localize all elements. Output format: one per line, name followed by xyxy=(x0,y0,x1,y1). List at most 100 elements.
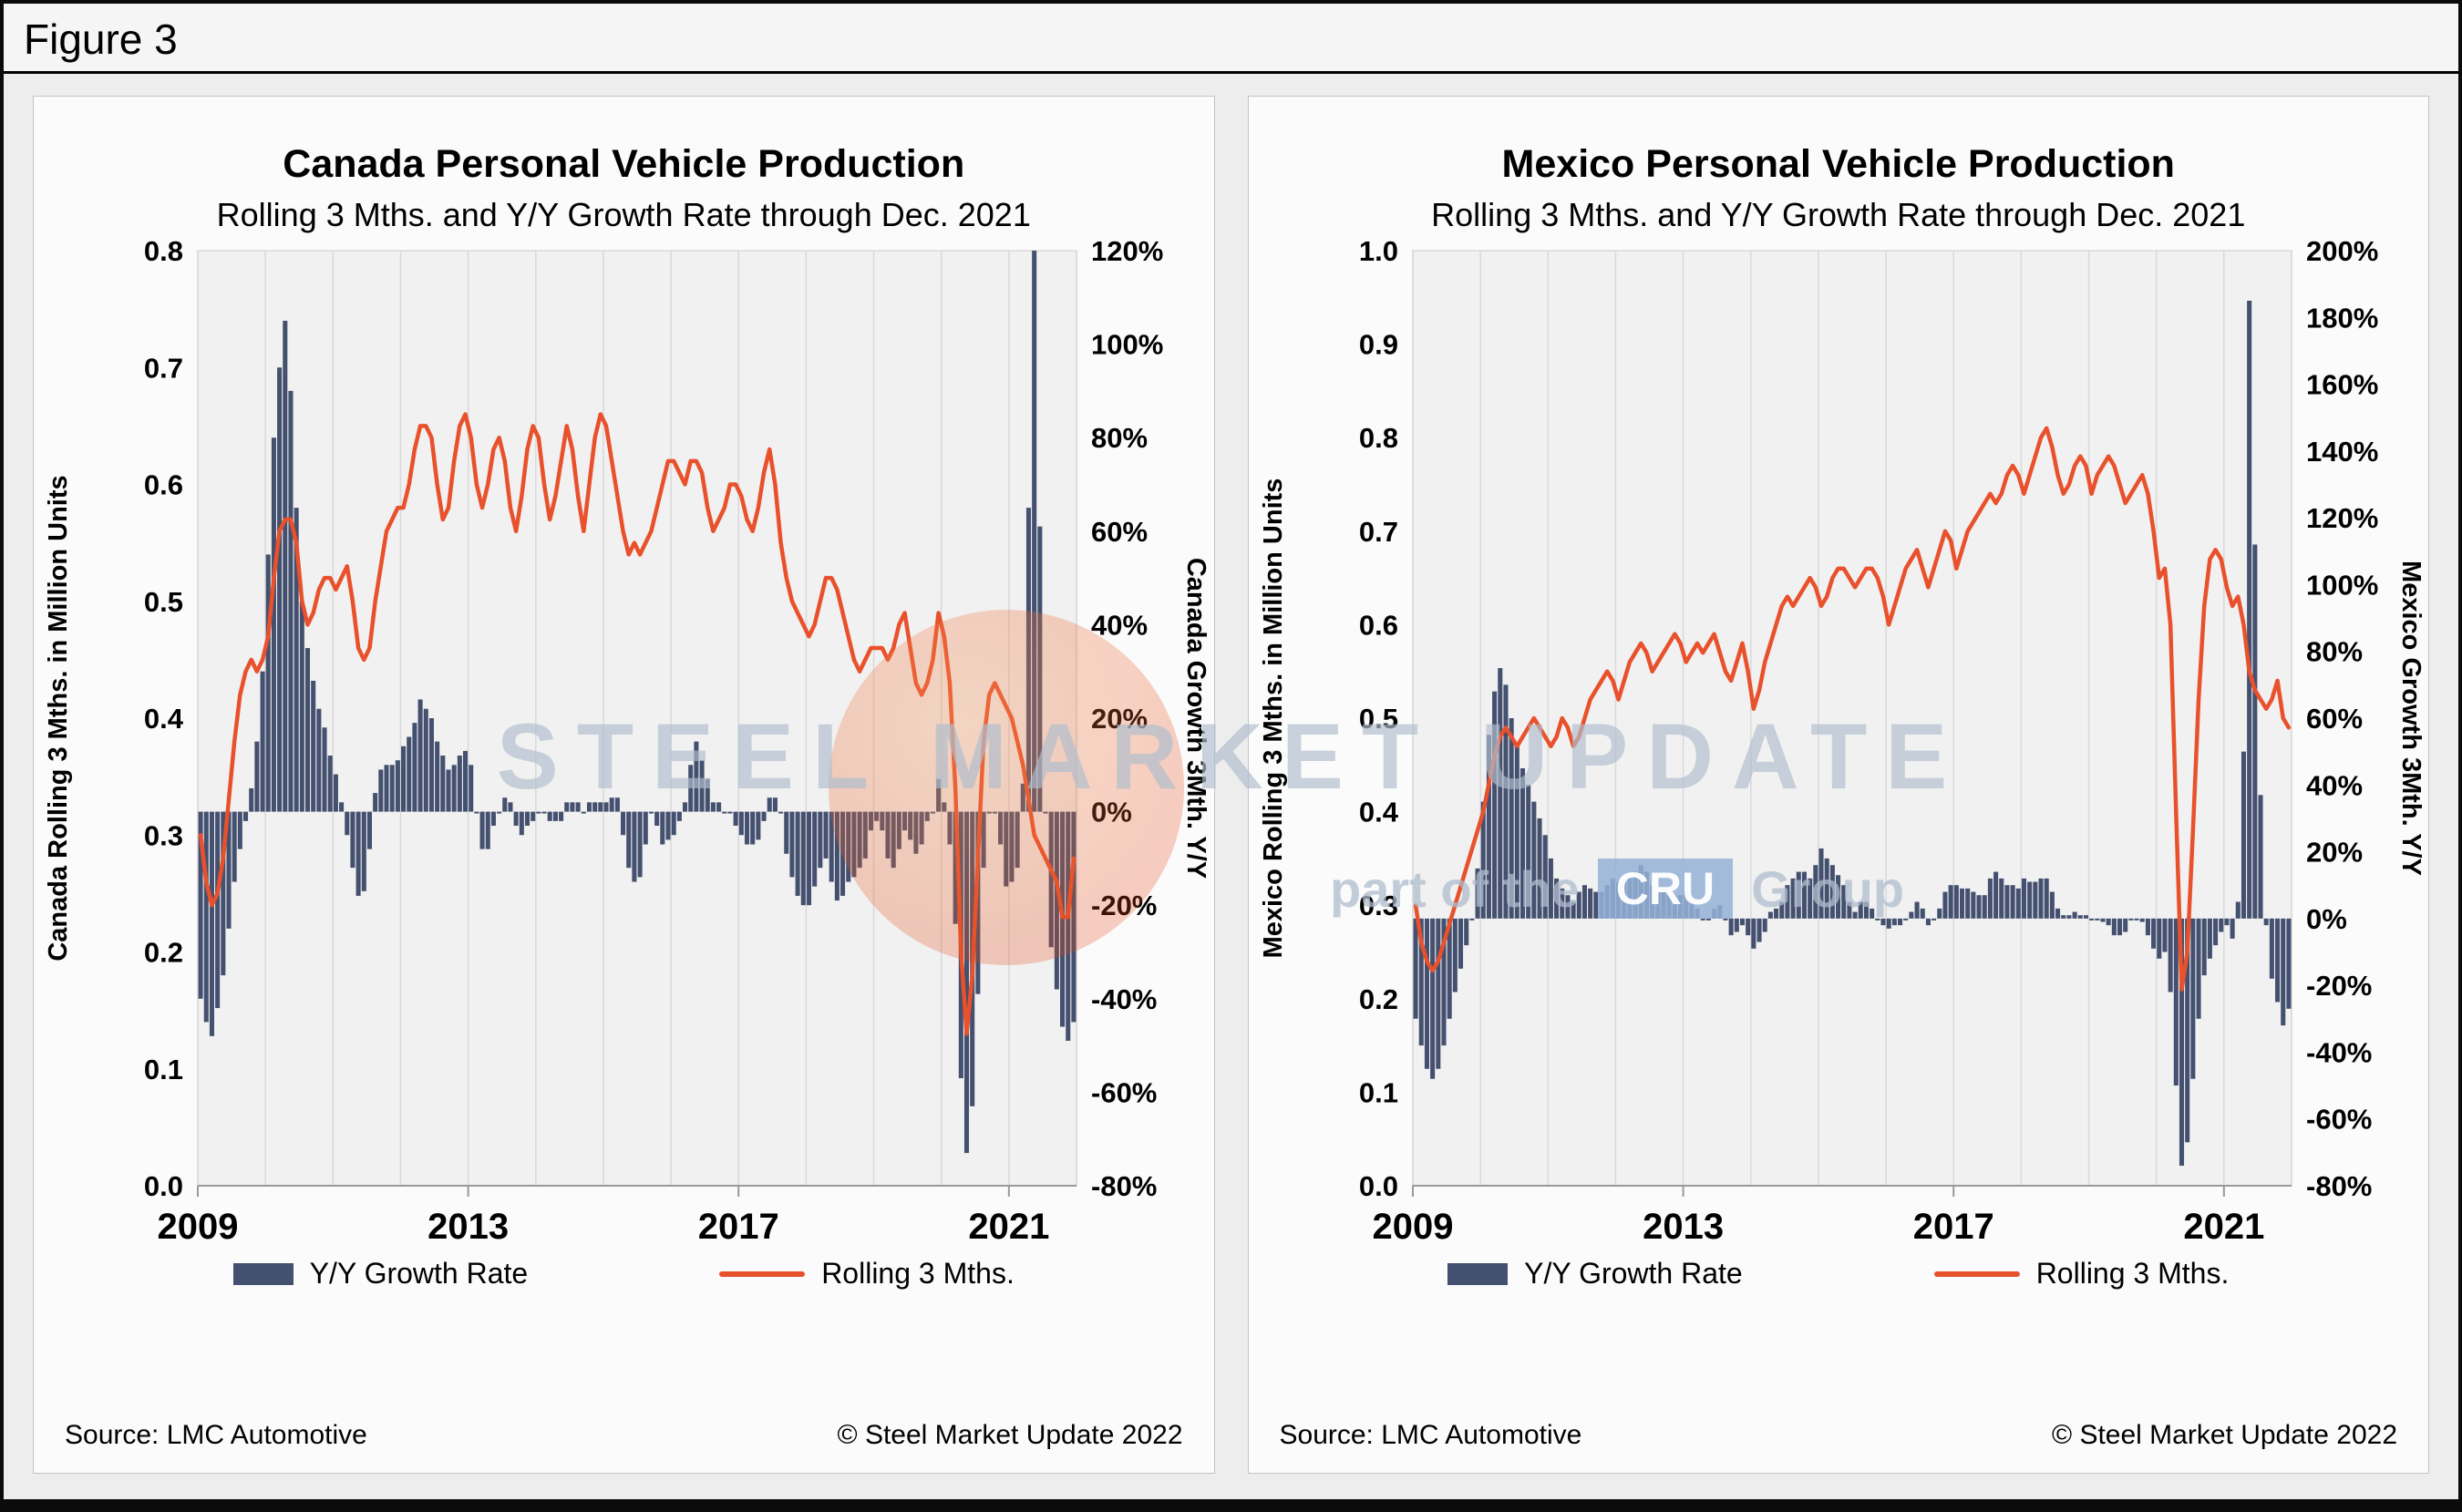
svg-text:2021: 2021 xyxy=(2183,1207,2264,1247)
svg-text:0.3: 0.3 xyxy=(1359,890,1398,921)
panel-footer: Source: LMC Automotive © Steel Market Up… xyxy=(34,1420,1214,1473)
legend-item-yy-growth: Y/Y Growth Rate xyxy=(232,1257,529,1291)
svg-text:0.8: 0.8 xyxy=(1359,422,1398,454)
svg-text:20%: 20% xyxy=(2306,837,2363,869)
figure-title: Figure 3 xyxy=(4,4,2458,74)
canada-chart-svg: 2009 2013 2017 2021 0.0 0.1 0.2 0.3 0.4 0.5 0.6 0.7… xyxy=(44,236,1210,1247)
svg-text:-20%: -20% xyxy=(2306,970,2372,1002)
svg-text:20%: 20% xyxy=(1091,703,1148,735)
svg-text:0.4: 0.4 xyxy=(144,703,184,735)
charts-row: Canada Personal Vehicle Production Rolli… xyxy=(4,74,2458,1499)
copyright-note: © Steel Market Update 2022 xyxy=(2052,1420,2397,1450)
bar-swatch-icon xyxy=(1447,1262,1509,1285)
svg-text:0.7: 0.7 xyxy=(144,352,183,384)
svg-text:0.4: 0.4 xyxy=(1359,797,1399,828)
yy-growth-bars xyxy=(1413,300,2292,1167)
gridlines xyxy=(197,251,1077,1186)
svg-text:0.2: 0.2 xyxy=(144,937,183,969)
legend-label: Rolling 3 Mths. xyxy=(2035,1257,2230,1290)
svg-text:2021: 2021 xyxy=(969,1207,1050,1247)
svg-text:2013: 2013 xyxy=(428,1207,509,1247)
svg-text:40%: 40% xyxy=(1091,609,1148,641)
svg-text:0.5: 0.5 xyxy=(144,586,183,618)
svg-text:0%: 0% xyxy=(2306,903,2347,935)
svg-text:0.9: 0.9 xyxy=(1359,329,1398,361)
chart-panel-mexico: Mexico Personal Vehicle Production Rolli… xyxy=(1247,96,2429,1474)
left-axis-labels: 0.0 0.1 0.2 0.3 0.4 0.5 0.6 0.7 0.8 0.9 1.0 xyxy=(1359,236,1399,1202)
chart-title: Canada Personal Vehicle Production xyxy=(283,142,965,186)
left-axis-title: Mexico Rolling 3 Mths. in Million Units xyxy=(1259,478,1288,959)
svg-text:120%: 120% xyxy=(1091,236,1163,267)
legend-item-rolling: Rolling 3 Mths. xyxy=(719,1257,1015,1291)
legend-label: Rolling 3 Mths. xyxy=(821,1257,1015,1290)
svg-text:2017: 2017 xyxy=(1912,1207,1993,1247)
svg-text:0.0: 0.0 xyxy=(144,1170,183,1202)
legend-item-yy-growth: Y/Y Growth Rate xyxy=(1447,1257,1743,1291)
chart-subtitle: Rolling 3 Mths. and Y/Y Growth Rate thro… xyxy=(216,196,1031,233)
gridlines xyxy=(1412,251,2292,1186)
x-axis-labels: 2009 2013 2017 2021 xyxy=(158,1186,1050,1247)
svg-text:120%: 120% xyxy=(2306,502,2378,534)
source-note: Source: LMC Automotive xyxy=(65,1420,367,1450)
svg-text:-80%: -80% xyxy=(2306,1170,2372,1202)
left-axis-title: Canada Rolling 3 Mths. in Million Units xyxy=(44,475,73,961)
svg-text:2009: 2009 xyxy=(158,1207,239,1247)
svg-text:80%: 80% xyxy=(2306,636,2363,668)
mexico-chart-svg: 2009 2013 2017 2021 0.0 0.1 0.2 0.3 0.4 0.5 0.6 0.7… xyxy=(1259,236,2426,1247)
svg-text:60%: 60% xyxy=(2306,703,2363,735)
plot-area xyxy=(197,250,1077,1187)
right-axis-labels: -80% -60% -40% -20% 0% 20% 40% 60% 80% 100% 120% xyxy=(1091,236,1163,1202)
legend: Y/Y Growth Rate Rolling 3 Mths. xyxy=(232,1257,1015,1291)
chart-title: Mexico Personal Vehicle Production xyxy=(1501,142,2175,186)
line-swatch-icon xyxy=(719,1270,806,1277)
rolling-3mths-line xyxy=(1413,426,2291,992)
svg-text:0.1: 0.1 xyxy=(1359,1076,1398,1108)
svg-text:2013: 2013 xyxy=(1643,1207,1724,1247)
svg-text:100%: 100% xyxy=(2306,569,2378,601)
chart-panel-canada: Canada Personal Vehicle Production Rolli… xyxy=(33,96,1215,1474)
rolling-3mths-line xyxy=(199,412,1076,1036)
svg-text:160%: 160% xyxy=(2306,369,2378,401)
svg-text:140%: 140% xyxy=(2306,436,2378,468)
svg-text:-40%: -40% xyxy=(1091,983,1157,1015)
legend-label: Y/Y Growth Rate xyxy=(1524,1257,1743,1290)
line-swatch-icon xyxy=(1933,1270,2020,1277)
svg-text:0.5: 0.5 xyxy=(1359,703,1398,735)
svg-text:0.2: 0.2 xyxy=(1359,983,1398,1015)
svg-text:0.0: 0.0 xyxy=(1359,1170,1398,1202)
svg-text:0.8: 0.8 xyxy=(144,236,183,267)
svg-text:60%: 60% xyxy=(1091,516,1148,548)
svg-text:40%: 40% xyxy=(2306,769,2363,801)
svg-text:100%: 100% xyxy=(1091,329,1163,361)
right-axis-title: Mexico Growth 3Mth. Y/Y xyxy=(2396,561,2426,876)
svg-text:180%: 180% xyxy=(2306,302,2378,334)
svg-text:2009: 2009 xyxy=(1372,1207,1453,1247)
svg-text:-60%: -60% xyxy=(1091,1076,1157,1108)
svg-text:-80%: -80% xyxy=(1091,1170,1157,1202)
right-axis-labels: -80% -60% -40% -20% 0% 20% 40% 60% 80% 100% 120% 14… xyxy=(2306,236,2378,1202)
copyright-note: © Steel Market Update 2022 xyxy=(837,1420,1183,1450)
svg-text:-60%: -60% xyxy=(2306,1104,2372,1136)
left-axis-labels: 0.0 0.1 0.2 0.3 0.4 0.5 0.6 0.7 0.8 xyxy=(144,236,184,1202)
svg-text:0.6: 0.6 xyxy=(144,469,183,501)
plot-area xyxy=(1412,250,2292,1187)
svg-text:200%: 200% xyxy=(2306,236,2378,267)
svg-text:2017: 2017 xyxy=(698,1207,779,1247)
svg-text:0%: 0% xyxy=(1091,797,1132,828)
bar-swatch-icon xyxy=(232,1262,294,1285)
legend-item-rolling: Rolling 3 Mths. xyxy=(1933,1257,2230,1291)
right-axis-title: Canada Growth 3Mth. Y/Y xyxy=(1181,558,1210,879)
svg-text:0.1: 0.1 xyxy=(144,1054,183,1085)
chart-subtitle: Rolling 3 Mths. and Y/Y Growth Rate thro… xyxy=(1431,196,2246,233)
panel-footer: Source: LMC Automotive © Steel Market Up… xyxy=(1249,1420,2429,1473)
x-axis-labels: 2009 2013 2017 2021 xyxy=(1372,1186,2264,1247)
svg-text:0.6: 0.6 xyxy=(1359,609,1398,641)
legend-label: Y/Y Growth Rate xyxy=(309,1257,529,1290)
svg-text:-40%: -40% xyxy=(2306,1036,2372,1068)
svg-text:-20%: -20% xyxy=(1091,890,1157,921)
legend: Y/Y Growth Rate Rolling 3 Mths. xyxy=(1447,1257,2229,1291)
svg-text:0.7: 0.7 xyxy=(1359,516,1398,548)
source-note: Source: LMC Automotive xyxy=(1279,1420,1582,1450)
svg-text:0.3: 0.3 xyxy=(144,819,183,851)
